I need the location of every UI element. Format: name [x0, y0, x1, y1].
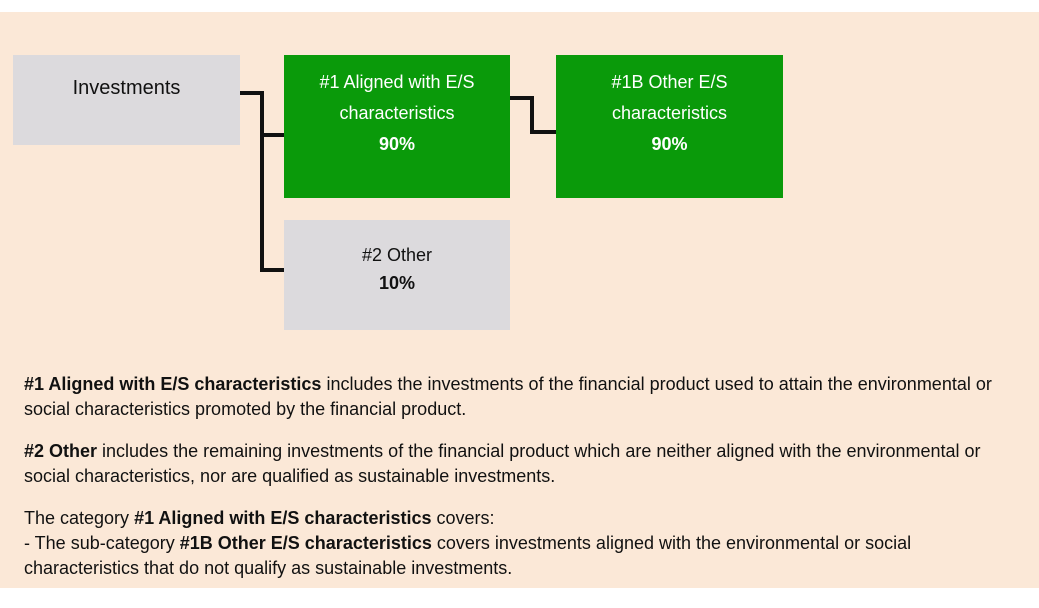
bold-text: #1 Aligned with E/S characteristics [134, 508, 432, 528]
note-line: The category #1 Aligned with E/S charact… [24, 506, 1024, 531]
node-label: #1B Other E/S characteristics [611, 72, 728, 123]
notes: #1 Aligned with E/S characteristics incl… [24, 372, 1024, 598]
connector [240, 91, 284, 272]
node-label: #1 Aligned with E/S characteristics [319, 72, 475, 123]
text: covers investments aligned with the envi… [24, 533, 912, 578]
node: #2 Other 10% [284, 220, 510, 330]
node: Investments [13, 55, 240, 145]
note-line: #2 Other includes the remaining investme… [24, 439, 1024, 489]
node: #1B Other E/S characteristics 90% [556, 55, 783, 198]
node-label: Investments [72, 77, 181, 99]
node-value: 90% [651, 134, 688, 154]
note-line: - The sub-category #1B Other E/S charact… [24, 531, 1024, 581]
bold-text: #1 Aligned with E/S characteristics [24, 374, 322, 394]
bold-text: #2 Other [24, 441, 98, 461]
text: covers: [431, 508, 495, 528]
panel: Investments #1 Aligned with E/S characte… [0, 12, 1039, 588]
connector [510, 96, 556, 134]
node-value: 10% [378, 273, 416, 293]
connectors [240, 91, 556, 272]
note: #1 Aligned with E/S characteristics incl… [24, 372, 1024, 422]
text: - The sub-category [24, 533, 180, 553]
node: #1 Aligned with E/S characteristics 90% [284, 55, 510, 198]
note-line: #1 Aligned with E/S characteristics incl… [24, 372, 1024, 422]
text: The category [24, 508, 135, 528]
node-value: 90% [378, 134, 416, 154]
text: includes the remaining investments of th… [24, 441, 981, 486]
node-label: #2 Other [361, 245, 433, 265]
note: The category #1 Aligned with E/S charact… [24, 506, 1024, 581]
bold-text: #1B Other E/S characteristics [179, 533, 432, 553]
text: includes the investments of the financia… [24, 374, 992, 419]
note: #2 Other includes the remaining investme… [24, 439, 1024, 489]
